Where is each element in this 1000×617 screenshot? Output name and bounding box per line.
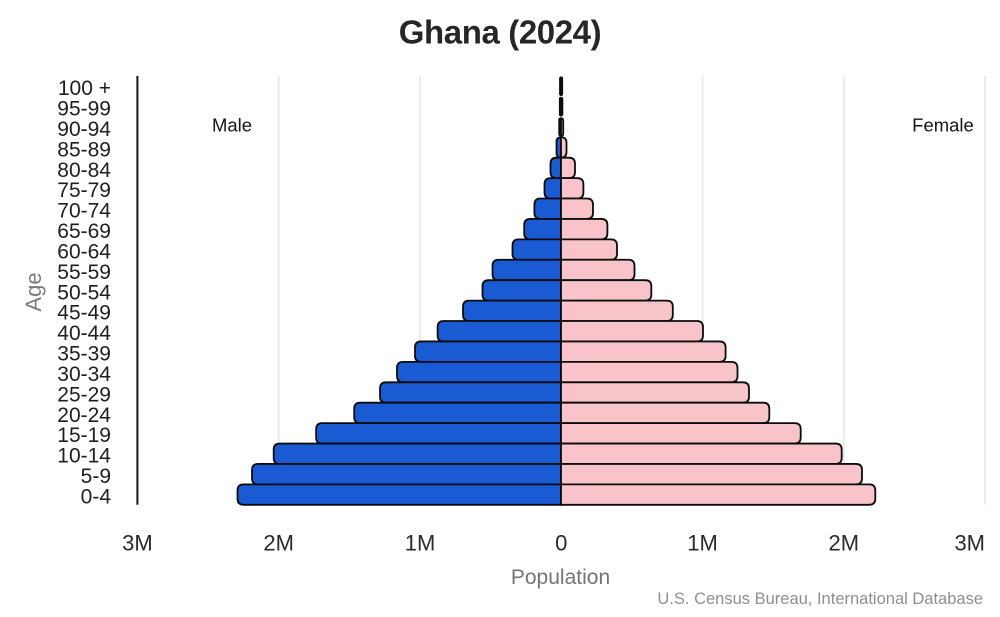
svg-text:75-79: 75-79 (57, 179, 111, 202)
svg-text:Male: Male (212, 115, 252, 136)
svg-text:20-24: 20-24 (57, 404, 111, 427)
svg-text:25-29: 25-29 (57, 383, 111, 406)
svg-text:65-69: 65-69 (57, 220, 111, 243)
svg-text:0-4: 0-4 (81, 486, 112, 509)
svg-text:Age: Age (21, 272, 46, 311)
svg-text:Ghana (2024): Ghana (2024) (399, 14, 601, 51)
svg-text:80-84: 80-84 (57, 159, 111, 182)
svg-text:60-64: 60-64 (57, 241, 111, 264)
svg-text:5-9: 5-9 (81, 465, 111, 488)
svg-text:35-39: 35-39 (57, 343, 111, 366)
svg-text:Population: Population (511, 566, 610, 589)
svg-text:95-99: 95-99 (57, 98, 111, 121)
svg-text:15-19: 15-19 (57, 424, 111, 447)
svg-text:1M: 1M (405, 531, 436, 556)
svg-text:100 +: 100 + (58, 77, 111, 100)
svg-text:40-44: 40-44 (57, 322, 111, 345)
svg-text:2M: 2M (829, 531, 860, 556)
svg-text:U.S. Census Bureau, Internatio: U.S. Census Bureau, International Databa… (657, 590, 983, 608)
svg-text:1M: 1M (687, 531, 718, 556)
svg-text:30-34: 30-34 (57, 363, 111, 386)
svg-text:3M: 3M (122, 531, 153, 556)
svg-text:50-54: 50-54 (57, 281, 111, 304)
svg-text:10-14: 10-14 (57, 445, 111, 468)
svg-text:Female: Female (912, 115, 974, 136)
svg-text:0: 0 (555, 531, 567, 556)
svg-text:70-74: 70-74 (57, 200, 111, 223)
svg-text:85-89: 85-89 (57, 138, 111, 161)
svg-text:90-94: 90-94 (57, 118, 111, 141)
svg-text:45-49: 45-49 (57, 302, 111, 325)
svg-text:2M: 2M (263, 531, 294, 556)
svg-text:3M: 3M (954, 531, 985, 556)
svg-text:55-59: 55-59 (57, 261, 111, 284)
